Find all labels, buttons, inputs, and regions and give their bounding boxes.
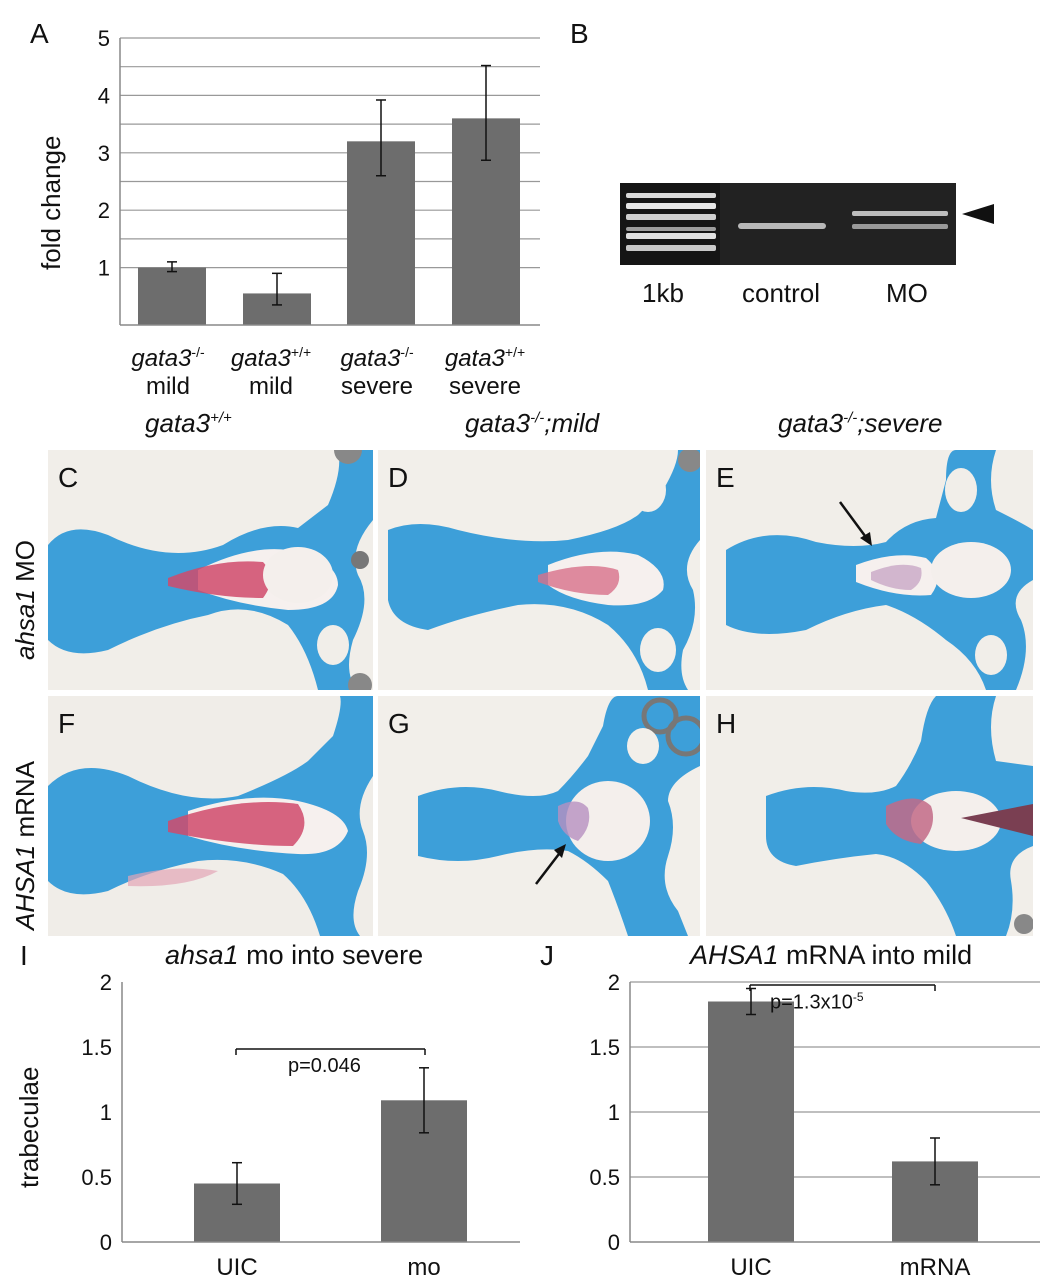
chartJ-category-label: UIC [730,1254,771,1280]
micrograph-g [378,696,700,936]
chartJ-bar [708,1001,794,1242]
micrograph-f [48,696,373,936]
chartJ-y-tick-label: 0.5 [589,1165,620,1190]
chartA-y-tick-label: 2 [98,198,110,223]
chartJ-y-tick-label: 2 [608,970,620,995]
control-band [738,223,826,229]
column-title-2-rest: ;mild [544,408,600,438]
mo-band-lower [852,224,948,229]
chartA-y-tick-label: 4 [98,83,110,108]
chart-a-category-4-sup: +/+ [504,344,526,360]
panel-label-f: F [58,708,76,739]
column-title-2: gata3-/-;mild [465,408,599,439]
panel-label-c: C [58,462,79,493]
row-label-1: ahsa1 MO [10,540,41,660]
chart-a-category-4-line2: severe [448,373,522,400]
arrow-icon-g [535,844,566,885]
ladder-bands [626,193,716,251]
column-title-1-gene: gata3 [145,408,211,438]
gel-lane-label-mo: MO [886,278,928,308]
chartA-y-tick-label: 5 [98,26,110,51]
panel-label-g: G [388,708,410,739]
chartA-y-tick-label: 3 [98,141,110,166]
chart-j-pvalue: p=1.3x10-5 [770,990,864,1015]
chart-a-category-1-sup: -/- [191,344,205,360]
chart-j-title-gene: AHSA1 [690,940,779,970]
chart-j-pvalue-exp: -5 [852,990,864,1004]
chart-a-category-3: gata3-/- severe [332,338,422,401]
panel-label-d: D [388,462,409,493]
chartJ-y-tick-label: 1.5 [589,1035,620,1060]
chart-i-title-gene: ahsa1 [165,940,239,970]
column-title-3-gene: gata3 [778,408,844,438]
chart-a-category-2-line2: mild [248,373,293,400]
chart-a-category-1-line2: mild [145,373,190,400]
panel-label-b: B [570,18,589,49]
column-title-1-sup: +/+ [210,409,232,427]
chartI-category-label: mo [407,1254,440,1280]
row-label-2-rest: mRNA [10,760,40,845]
micrograph-h [706,696,1033,936]
micrograph-d [378,450,700,690]
column-title-3-rest: ;severe [857,408,943,438]
chart-j-significance-bracket [749,984,936,991]
panel-label-a: A [30,18,49,49]
chart-a-category-4-gene: gata3 [444,345,505,372]
arrowhead-icon [962,204,994,224]
panel-label-h: H [716,708,737,739]
arrow-icon-e [838,501,872,546]
column-title-2-gene: gata3 [465,408,531,438]
chart-i-significance-bracket [235,1048,426,1055]
chartA-bar [138,267,206,325]
chart-a-category-3-gene: gata3 [340,345,401,372]
column-title-1: gata3+/+ [145,408,232,439]
chart-j: 0 0.5 1 1.5 2 UIC mRNA [589,970,1040,1280]
chartI-y-tick-label: 2 [100,970,112,995]
chartJ-y-tick-label: 1 [608,1100,620,1125]
panel-label-i: I [20,940,28,971]
chart-i: 0 0.5 1 1.5 2 UIC mo [81,970,520,1280]
micrograph-c [48,450,373,690]
chart-a-category-2: gata3+/+ mild [226,338,316,401]
gel-image [620,183,956,265]
column-title-2-sup: -/- [530,409,545,427]
chartI-y-tick-label: 0.5 [81,1165,112,1190]
chart-a-category-1: gata3-/- mild [128,338,208,401]
chartJ-category-label: mRNA [900,1254,971,1280]
chartA-y-tick-label: 1 [98,256,110,281]
chart-a-category-1-gene: gata3 [131,345,192,372]
gel-lane-label-control: control [742,278,821,308]
chart-a-ylabel: fold change [36,135,66,270]
chart-a: 1 2 3 4 5 [98,26,540,326]
gel-lane-label-1kb: 1kb [642,278,684,308]
chart-j-pvalue-base: p=1.3x10 [770,991,853,1014]
chart-i-pvalue: p=0.046 [288,1055,361,1077]
chart-a-category-2-sup: +/+ [290,344,312,360]
chart-a-category-3-sup: -/- [400,344,414,360]
panel-label-j: J [540,940,554,971]
column-title-3-sup: -/- [843,409,858,427]
chartJ-y-tick-label: 0 [608,1230,620,1255]
mo-band-upper [852,211,948,216]
chartI-y-tick-label: 1.5 [81,1035,112,1060]
chart-a-category-4: gata3+/+ severe [440,338,530,401]
micrograph-e [706,450,1033,690]
row-label-1-gene: ahsa1 [10,589,40,660]
chart-a-category-3-line2: severe [340,373,414,400]
chart-i-title-rest: mo into severe [238,940,424,970]
row-label-2-gene: AHSA1 [10,844,40,930]
row-label-2: AHSA1 mRNA [10,761,41,930]
chart-i-title: ahsa1 mo into severe [165,940,423,971]
panel-label-e: E [716,462,735,493]
row-label-1-rest: MO [10,540,40,590]
chartI-y-tick-label: 1 [100,1100,112,1125]
chart-j-title-rest: mRNA into mild [778,940,973,970]
chartI-category-label: UIC [216,1254,257,1280]
chart-j-title: AHSA1 mRNA into mild [690,940,972,971]
column-title-3: gata3-/-;severe [778,408,943,439]
chartI-y-tick-label: 0 [100,1230,112,1255]
chart-a-category-2-gene: gata3 [230,345,291,372]
